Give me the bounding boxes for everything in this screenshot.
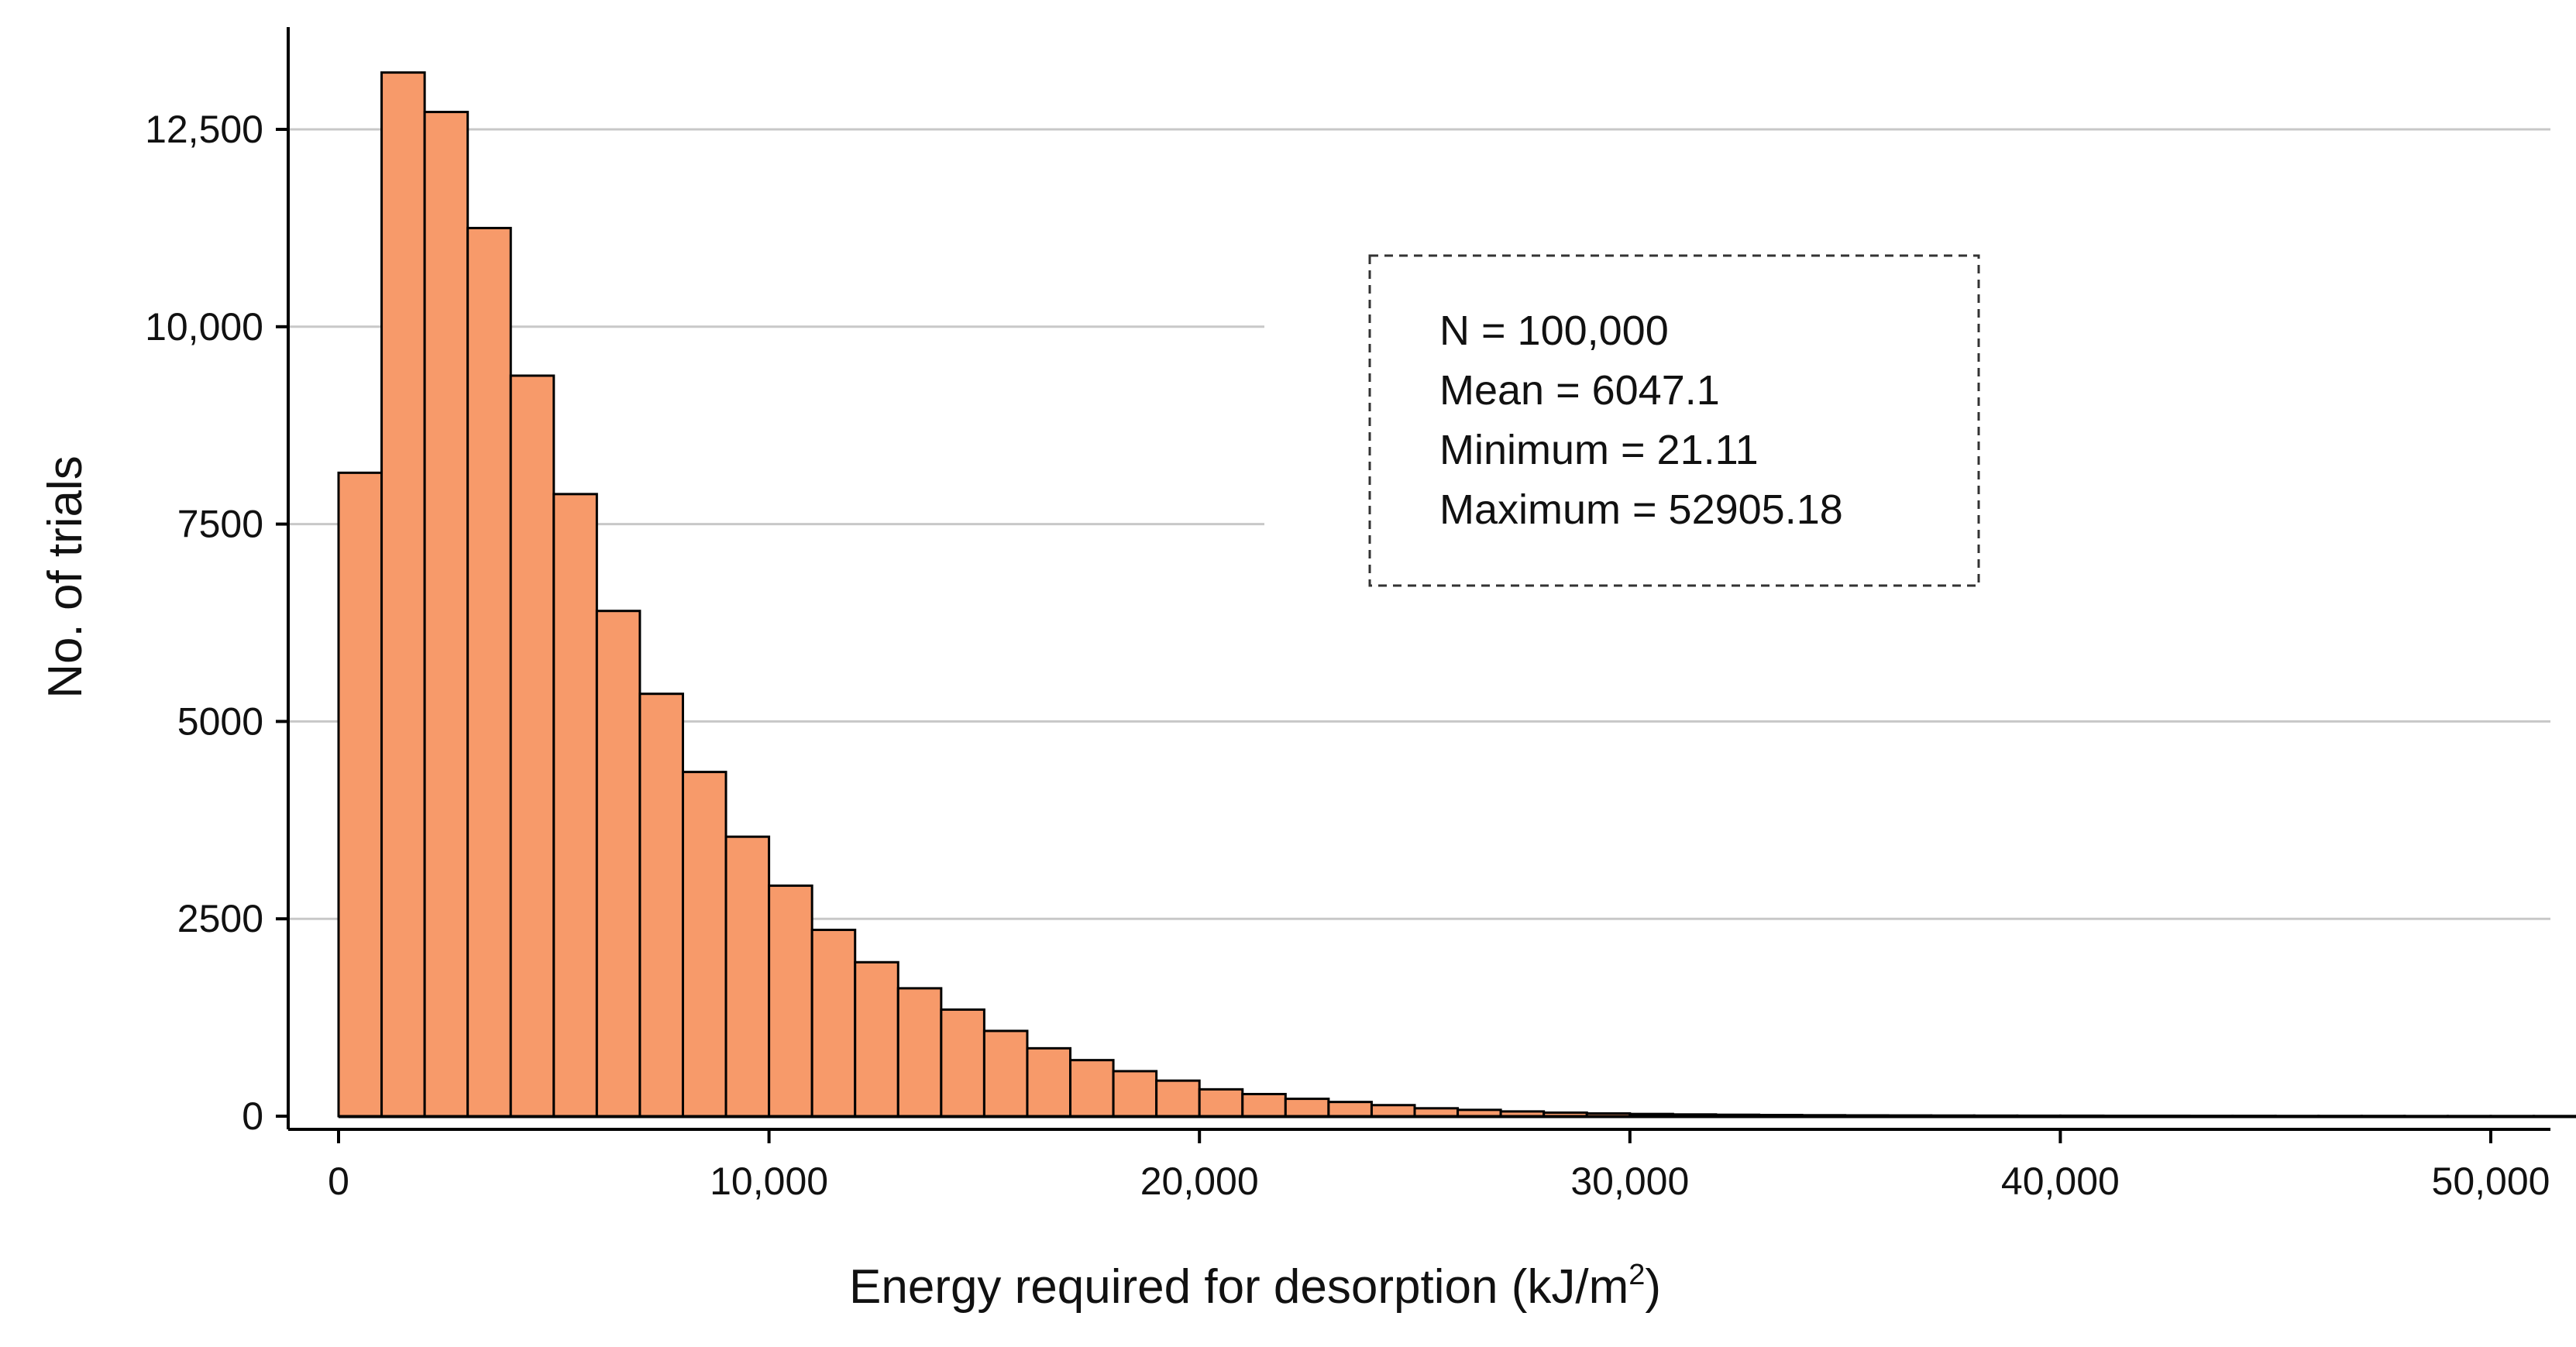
stat-mean: Mean = 6047.1 [1439,367,1720,414]
histogram-bar [638,692,684,1118]
histogram-bar [595,610,641,1118]
histogram-bar [466,226,512,1118]
histogram-bar [1499,1110,1546,1118]
summary-statistics-box: N = 100,000 Mean = 6047.1 Minimum = 21.1… [1368,254,1980,587]
x-tick-label: 50,000 [2432,1160,2550,1203]
y-tick-label: 12,500 [145,108,263,151]
histogram-bar [681,771,727,1118]
histogram-bar [1112,1070,1158,1118]
x-axis-title: Energy required for desorption (kJ/m2) [849,1259,1661,1314]
histogram-bar [854,960,899,1118]
histogram-bar [982,1029,1029,1118]
histogram-bar [724,835,771,1118]
y-tick-label: 2500 [177,897,263,940]
x-axis-title-superscript: 2 [1628,1259,1645,1291]
histogram-bar [1155,1079,1201,1118]
histogram-bar [1413,1107,1460,1118]
x-tick-label: 20,000 [1140,1160,1259,1203]
histogram-bar [423,111,469,1118]
histogram-bar [1241,1092,1287,1118]
histogram-bar [1543,1111,1588,1118]
histogram-bar [810,928,857,1118]
y-tick-label: 10,000 [145,305,263,349]
histogram-bar [1069,1059,1115,1118]
histogram-bar [896,987,943,1118]
x-axis-ticks: 0 10,000 20,000 30,000 40,000 50,000 [328,1129,2550,1203]
histogram-bar [1284,1098,1330,1118]
histogram-bar [940,1008,985,1118]
stat-n: N = 100,000 [1439,308,1669,354]
histogram-bar [1198,1088,1244,1118]
stat-maximum: Maximum = 52905.18 [1439,486,1843,533]
histogram-bar [1370,1104,1416,1118]
histogram-bars [337,71,2576,1118]
histogram-bar [337,471,383,1118]
axes [287,27,2550,1131]
x-axis-title-main: Energy required for desorption (kJ/m [849,1260,1628,1314]
histogram-bar [1026,1046,1072,1118]
histogram-bar [380,71,426,1118]
y-tick-label: 7500 [177,503,263,546]
histogram-bar [1457,1108,1502,1118]
x-tick-label: 40,000 [2001,1160,2120,1203]
histogram-bar [768,884,813,1118]
y-axis-ticks: 0 2500 5000 7500 10,000 12,500 [145,108,288,1138]
histogram-bar [552,493,598,1118]
y-tick-label: 0 [242,1094,263,1138]
x-tick-label: 30,000 [1570,1160,1689,1203]
histogram-bar [1585,1112,1632,1118]
stat-minimum: Minimum = 21.11 [1439,427,1759,473]
histogram-bar [509,374,555,1118]
y-axis-title: No. of trials [39,455,92,699]
histogram-bar [1327,1101,1373,1118]
summary-box-border [1368,254,1980,587]
y-tick-label: 5000 [177,699,263,743]
x-tick-label: 10,000 [710,1160,828,1203]
x-tick-label: 0 [328,1160,349,1203]
x-axis-title-close: ) [1645,1260,1661,1314]
